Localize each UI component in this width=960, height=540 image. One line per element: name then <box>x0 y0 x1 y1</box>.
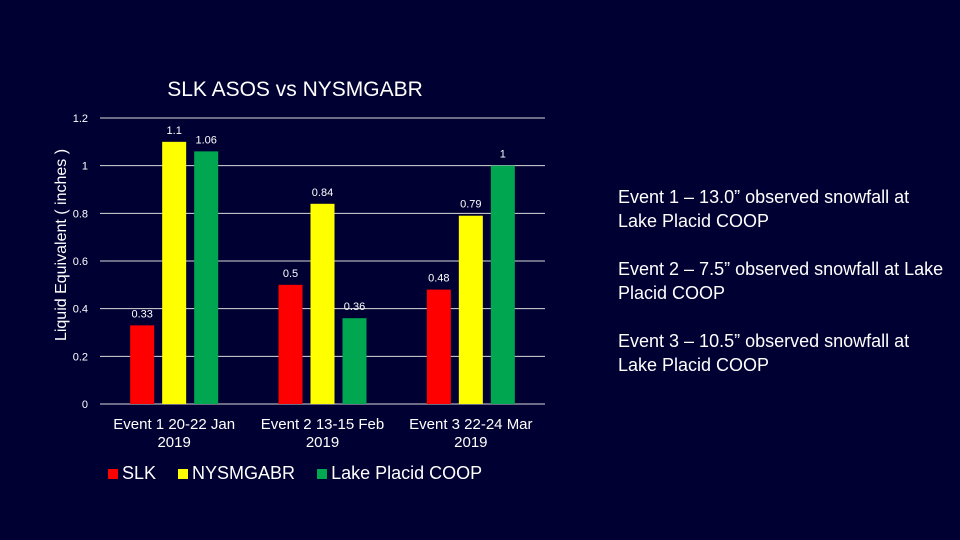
bar <box>278 284 303 404</box>
legend-swatch-slk <box>108 468 118 479</box>
chart-legend: SLK NYSMGABR Lake Placid COOP <box>108 463 504 484</box>
bar <box>310 203 335 404</box>
bar <box>458 215 483 404</box>
x-category-label: Event 3 22-24 Mar <box>409 416 532 433</box>
y-tick-label: 0.8 <box>73 208 88 220</box>
y-tick-label: 0.6 <box>73 256 88 268</box>
legend-label-slk: SLK <box>122 463 157 483</box>
legend-item-slk: SLK <box>108 463 156 484</box>
data-label: 1 <box>500 149 506 161</box>
legend-label-nysmgabr: NYSMGABR <box>192 463 296 483</box>
data-label: 0.79 <box>460 199 481 211</box>
data-label: 0.33 <box>131 308 152 320</box>
x-category-label: 2019 <box>306 434 339 451</box>
event-note-2: Event 2 – 7.5” observed snowfall at Lake… <box>618 259 944 303</box>
data-label: 0.36 <box>344 301 365 313</box>
data-label: 1.06 <box>195 134 216 146</box>
bar <box>130 325 155 404</box>
y-tick-label: 1 <box>82 161 88 173</box>
y-tick-label: 0.4 <box>73 304 88 316</box>
bar <box>342 318 367 404</box>
event-note-3: Event 3 – 10.5” observed snowfall at Lak… <box>618 331 910 375</box>
event-notes: Event 1 – 13.0” observed snowfall at Lak… <box>618 185 948 401</box>
data-label: 0.48 <box>428 273 449 285</box>
x-category-label: Event 2 13-15 Feb <box>261 416 384 433</box>
x-category-label: 2019 <box>454 434 487 451</box>
y-tick-label: 1.2 <box>73 113 88 125</box>
legend-label-lake-placid-coop: Lake Placid COOP <box>331 463 483 483</box>
y-tick-label: 0.2 <box>73 351 88 363</box>
data-label: 0.5 <box>283 268 298 280</box>
x-category-label: 2019 <box>157 434 190 451</box>
bar <box>426 289 451 404</box>
bar <box>162 141 187 405</box>
x-category-label: Event 1 20-22 Jan <box>113 416 235 433</box>
data-label: 0.84 <box>312 187 333 199</box>
bar <box>490 165 515 404</box>
event-note-1: Event 1 – 13.0” observed snowfall at Lak… <box>618 187 910 231</box>
bar <box>194 151 219 404</box>
legend-swatch-lake-placid-coop <box>317 468 328 479</box>
data-label: 1.1 <box>167 125 182 137</box>
legend-item-lake-placid-coop: Lake Placid COOP <box>317 463 482 484</box>
y-tick-label: 0 <box>82 399 88 411</box>
legend-swatch-nysmgabr <box>178 468 189 479</box>
legend-item-nysmgabr: NYSMGABR <box>178 463 295 484</box>
chart-title: SLK ASOS vs NYSMGABR <box>167 78 423 101</box>
